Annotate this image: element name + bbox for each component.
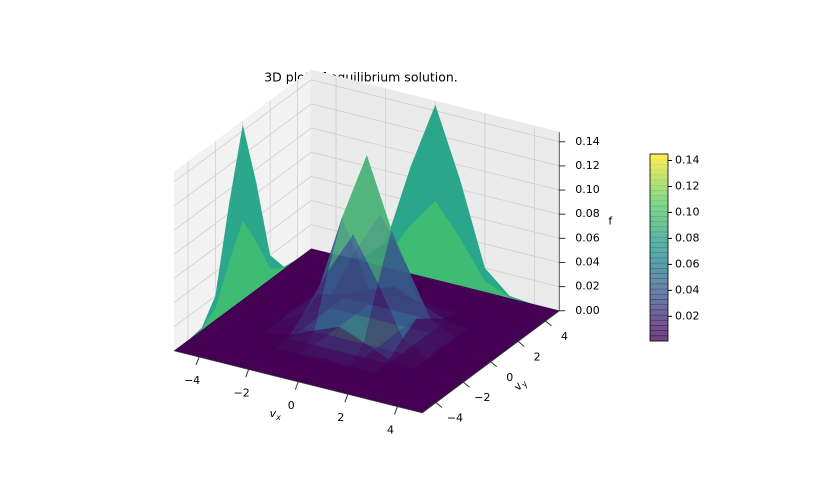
x-label-sub: x	[275, 412, 281, 421]
colorbar-segment	[650, 174, 668, 181]
colorbar-tick-label: 0.14	[675, 153, 700, 166]
x-tick-label: 4	[387, 424, 394, 437]
colorbar-segment	[650, 309, 668, 316]
y-tick-label: 0	[506, 371, 513, 384]
colorbar-segment	[650, 330, 668, 337]
colorbar-tick-label: 0.04	[675, 283, 700, 296]
x-tick	[344, 393, 349, 403]
colorbar-segment	[650, 216, 668, 222]
x-label: vx	[270, 407, 282, 422]
colorbar-segment	[650, 257, 668, 264]
colorbar-segment	[650, 252, 668, 259]
x-tick-label: 2	[337, 411, 344, 424]
x-tick	[195, 356, 200, 366]
z-tick-label: 0.08	[575, 207, 600, 220]
colorbar-segment	[650, 315, 668, 321]
y-tick-label: 2	[534, 350, 541, 363]
x-tick	[245, 369, 250, 378]
colorbar-segment	[650, 200, 668, 207]
colorbar-segment	[650, 325, 668, 331]
x-tick	[294, 381, 299, 390]
colorbar-tick-label: 0.12	[675, 179, 700, 192]
y-tick-label: −4	[447, 412, 463, 425]
colorbar-segment	[650, 289, 668, 295]
z-tick-label: 0.00	[575, 304, 600, 317]
colorbar-frame	[649, 153, 669, 342]
colorbar-segment	[650, 159, 668, 165]
colorbar-tick-label: 0.08	[675, 231, 700, 244]
x-tick-label: −2	[234, 386, 250, 399]
z-tick-label: 0.04	[575, 255, 600, 268]
colorbar-segment	[650, 190, 668, 196]
colorbar-segment	[650, 283, 668, 290]
colorbar-segment	[650, 221, 668, 228]
colorbar-segment	[650, 179, 668, 186]
x-label-base: v	[270, 407, 277, 420]
z-label: f	[608, 214, 613, 227]
colorbar-segment	[650, 154, 668, 160]
z-tick-label: 0.10	[575, 183, 600, 196]
y-tick	[545, 320, 552, 327]
z-tick-label: 0.02	[575, 280, 600, 293]
colorbar-segment	[650, 263, 668, 269]
colorbar-segment	[650, 304, 668, 311]
wall-projection-inner	[311, 201, 560, 311]
y-tick	[435, 402, 443, 408]
y-tick	[490, 361, 498, 368]
x-tick-label: 0	[288, 399, 295, 412]
colorbar-segment	[650, 211, 668, 217]
colorbar-segment	[650, 185, 668, 191]
colorbar-segment	[650, 268, 668, 274]
colorbar-segment	[650, 231, 668, 238]
y-label: vy	[511, 376, 529, 394]
y-tick	[517, 340, 525, 347]
colorbar-segment	[650, 205, 668, 212]
colorbar-segment	[650, 294, 668, 300]
z-tick-label: 0.14	[575, 135, 600, 148]
colorbar-segment	[650, 299, 668, 305]
colorbar-segment	[650, 226, 668, 233]
z-tick-label: 0.06	[575, 231, 600, 244]
colorbar-tick-label: 0.02	[675, 309, 700, 322]
colorbar-segment	[650, 242, 668, 248]
colorbar-segment	[650, 164, 668, 170]
x-tick-label: −4	[184, 374, 200, 387]
colorbar-tick-label: 0.06	[675, 257, 700, 270]
wall-projection-inner	[174, 221, 312, 351]
y-tick-label: 4	[561, 330, 568, 343]
colorbar-segment	[650, 237, 668, 243]
colorbar-segment	[650, 247, 668, 253]
y-label-sub: y	[518, 379, 529, 389]
colorbar-segment	[650, 273, 668, 279]
x-tick	[393, 406, 398, 415]
colorbar-segment	[650, 278, 668, 285]
colorbar-segment	[650, 169, 668, 176]
colorbar-segment	[650, 335, 668, 342]
y-tick-label: −2	[474, 391, 490, 404]
colorbar-segment	[650, 320, 668, 326]
y-tick	[463, 381, 470, 388]
colorbar-tick-label: 0.10	[675, 205, 700, 218]
z-tick-label: 0.12	[575, 159, 600, 172]
colorbar-segment	[650, 195, 668, 202]
